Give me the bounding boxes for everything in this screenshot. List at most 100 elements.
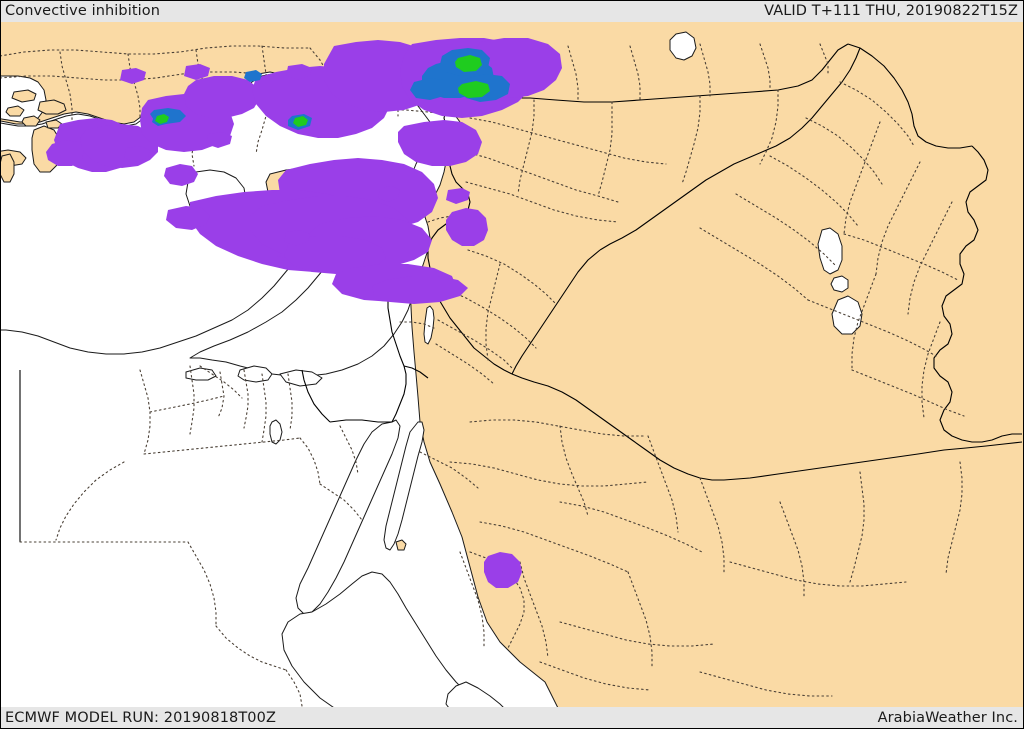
border-iraq-iran [933, 145, 1022, 443]
admin-egypt-2 [189, 365, 195, 435]
border-turkey-iraq [847, 43, 973, 149]
cin-purple-small-8 [120, 68, 146, 84]
lake-nasser [269, 419, 283, 445]
admin-saudi-16 [539, 661, 651, 691]
admin-saudi-nw [419, 451, 479, 489]
admin-iraq-8 [907, 201, 953, 315]
admin-syria-1 [469, 117, 667, 165]
admin-egypt-16 [319, 483, 363, 521]
cin-green-core-3 [155, 114, 169, 124]
admin-saudi-12 [729, 561, 907, 587]
admin-iraq-10 [807, 299, 937, 357]
lake-dead-sea [423, 305, 435, 345]
admin-egypt-6 [261, 373, 267, 443]
cin-purple-lebanon [446, 208, 488, 246]
cin-purple-small-7 [286, 64, 312, 80]
map-viewport[interactable] [0, 22, 1024, 707]
provider-label: ArabiaWeather Inc. [877, 710, 1018, 726]
admin-egypt-5 [243, 369, 249, 429]
admin-egypt-3 [199, 365, 243, 399]
admin-syria-4 [597, 101, 613, 197]
cin-purple-small-3 [284, 230, 310, 246]
admin-turkey-15 [759, 43, 771, 91]
admin-egypt-sinai [339, 425, 359, 475]
admin-turkey-14 [699, 43, 711, 97]
cin-green-core-4 [293, 116, 308, 127]
border-jordan-iraq-saudi [511, 249, 601, 375]
admin-iraq-5 [699, 227, 809, 301]
admin-egypt-4 [217, 371, 225, 419]
cin-purple-below-cyprus [284, 236, 386, 274]
border-egypt-sinai-suez [403, 365, 429, 379]
admin-border-group [0, 43, 965, 707]
admin-egypt-8 [143, 437, 301, 455]
admin-saudi-1 [469, 419, 647, 437]
sea-red-sea-south [445, 681, 504, 707]
island-kos [37, 99, 67, 115]
admin-egypt-15 [299, 437, 321, 485]
admin-syria-3 [517, 99, 535, 195]
admin-syria-7 [465, 181, 619, 223]
lake-assad [669, 31, 697, 61]
border-iraq-saudi [723, 441, 1023, 481]
cin-purple-tabuk [484, 552, 522, 588]
admin-turkey-1 [0, 45, 311, 57]
admin-saudi-2 [449, 461, 649, 487]
admin-turkey-13 [629, 45, 641, 101]
map-canvas [0, 22, 1024, 707]
admin-saudi-15 [699, 671, 833, 697]
lake-tharthar [817, 227, 843, 275]
island-tiran [395, 539, 407, 551]
admin-iraq-12 [921, 321, 941, 419]
admin-iraq-7 [875, 161, 921, 275]
cin-purple-small-9 [378, 186, 400, 202]
island-karpathos [0, 153, 15, 183]
admin-iraq-3 [769, 155, 859, 227]
cin-purple-small-5 [206, 132, 232, 148]
admin-israel-2 [399, 321, 435, 329]
cin-purple-small-2 [166, 206, 210, 230]
cin-green-core-1 [455, 55, 482, 72]
map-title: Convective inhibition [5, 3, 161, 19]
cin-purple-lebanon-n [446, 188, 470, 204]
cin-purple-hatay [398, 120, 482, 166]
admin-saudi-6 [559, 501, 703, 553]
lake-razzaza [830, 275, 849, 293]
admin-turkey-9 [339, 109, 447, 117]
island-astypalaia [21, 115, 41, 127]
cin-level-3-group [155, 55, 490, 127]
model-run-label: ECMWF MODEL RUN: 20190818T00Z [5, 710, 276, 726]
border-sinai-north [329, 419, 392, 423]
cin-purple-small-1 [164, 164, 198, 186]
cin-purple-streak-2 [372, 276, 468, 304]
valid-time-label: VALID T+111 THU, 20190822T15Z [764, 3, 1018, 19]
cin-blue-tail [410, 78, 450, 100]
admin-saudi-8 [519, 561, 549, 659]
island-samos [11, 89, 37, 103]
cin-blue-small-3 [244, 70, 262, 82]
border-syria-iraq [599, 47, 861, 251]
border-suez-line [301, 369, 331, 423]
admin-turkey-12 [567, 45, 579, 101]
admin-egypt-13 [215, 625, 287, 671]
sea-gulf-of-aqaba [383, 421, 425, 551]
admin-syria-2 [465, 151, 619, 203]
admin-egypt-7 [287, 373, 293, 431]
cin-purple-rhodes [46, 140, 84, 166]
island-kalymnos [5, 105, 25, 117]
admin-iraq-9 [843, 233, 959, 281]
admin-turkey-6 [255, 45, 269, 155]
admin-iraq-6 [843, 121, 881, 235]
admin-jordan-3 [485, 263, 501, 361]
admin-turkey-4 [127, 53, 141, 119]
admin-turkey-7 [309, 47, 341, 129]
admin-syria-5 [681, 95, 701, 185]
admin-iraq-2 [805, 117, 883, 185]
sea-red-sea [281, 571, 486, 707]
cin-purple-konya [184, 76, 260, 118]
admin-egypt-14 [285, 669, 303, 707]
lagoon-bardawil [279, 369, 323, 387]
header-bar: Convective inhibition VALID T+111 THU, 2… [0, 0, 1024, 22]
border-egypt-israel [391, 365, 407, 423]
